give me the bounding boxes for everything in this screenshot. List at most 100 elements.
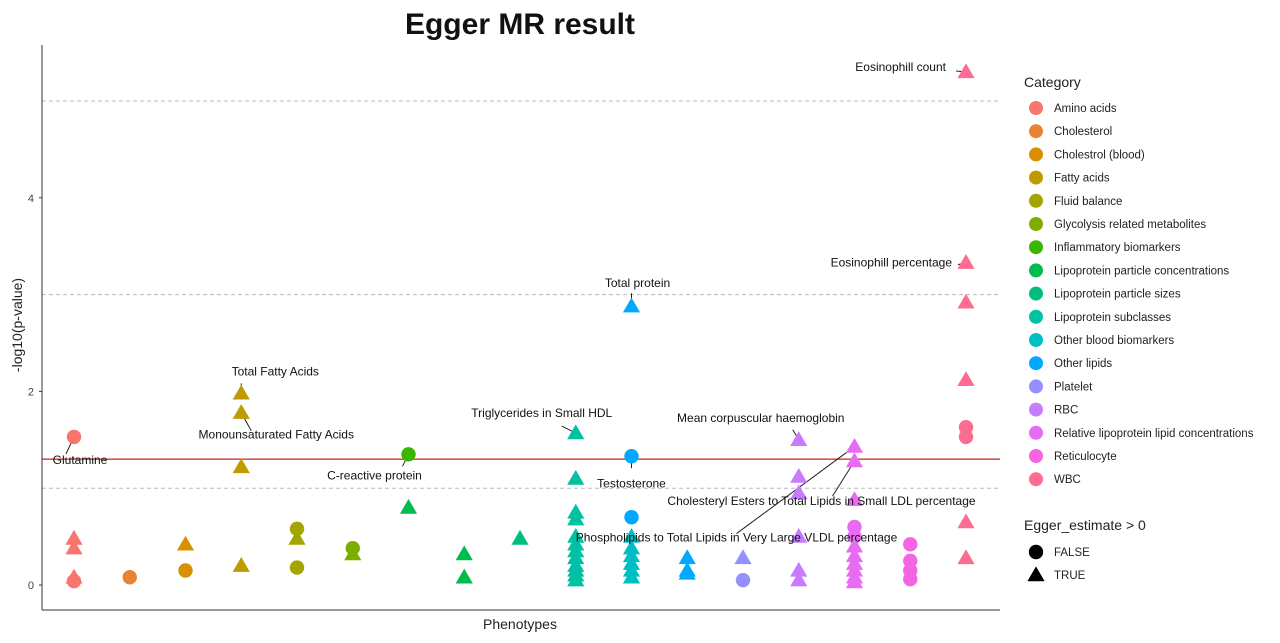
legend-label-7: Lipoprotein particle concentrations bbox=[1054, 265, 1229, 277]
legend-marker-13 bbox=[1029, 402, 1043, 417]
data-point-51 bbox=[790, 528, 808, 543]
shape-legend-marker-1 bbox=[1027, 566, 1045, 582]
data-point-69 bbox=[957, 63, 975, 79]
data-point-8 bbox=[232, 384, 250, 400]
legend-label-10: Other blood biomarkers bbox=[1054, 335, 1174, 347]
y-tick-label-2: 4 bbox=[28, 193, 34, 205]
data-point-65 bbox=[903, 537, 918, 552]
data-point-2 bbox=[65, 539, 83, 555]
legend-label-13: RBC bbox=[1054, 405, 1078, 417]
shape-legend-title: Egger_estimate > 0 bbox=[1024, 517, 1146, 533]
legend-marker-5 bbox=[1029, 217, 1043, 231]
data-point-45 bbox=[678, 564, 696, 580]
legend-marker-11 bbox=[1029, 356, 1043, 371]
points bbox=[65, 63, 975, 589]
annotation-label-2: Total protein bbox=[605, 276, 670, 290]
data-point-13 bbox=[288, 529, 306, 545]
annotation-label-9: Mean corpuscular haemoglobin bbox=[677, 411, 844, 425]
data-point-36 bbox=[624, 510, 639, 525]
y-tick-label-0: 0 bbox=[28, 580, 34, 592]
data-point-10 bbox=[232, 458, 250, 474]
data-point-34 bbox=[622, 297, 641, 313]
data-point-70 bbox=[957, 254, 975, 269]
legend-label-6: Inflammatory biomarkers bbox=[1054, 242, 1181, 254]
data-point-22 bbox=[567, 424, 585, 440]
data-point-1 bbox=[65, 529, 83, 545]
data-point-18 bbox=[399, 498, 418, 514]
data-point-53 bbox=[790, 571, 808, 587]
y-axis-title: -log10(p-value) bbox=[9, 278, 25, 372]
data-point-20 bbox=[455, 568, 473, 584]
data-point-71 bbox=[957, 293, 975, 309]
legend-label-4: Fluid balance bbox=[1054, 196, 1122, 208]
data-point-75 bbox=[957, 513, 975, 529]
annotation-connectors bbox=[65, 70, 967, 534]
data-point-60 bbox=[845, 547, 864, 563]
legend-marker-3 bbox=[1029, 170, 1043, 185]
legend-label-15: Reticulocyte bbox=[1054, 451, 1117, 463]
legend-label-14: Relative lipoprotein lipid concentration… bbox=[1054, 428, 1254, 440]
annotations: Eosinophill count Eosinophill percentage T… bbox=[53, 60, 976, 545]
annotation-label-0: Eosinophill count bbox=[855, 60, 946, 74]
data-point-6 bbox=[176, 535, 195, 551]
data-point-74 bbox=[958, 429, 974, 445]
data-point-54 bbox=[845, 437, 864, 453]
legend-marker-9 bbox=[1029, 309, 1043, 324]
annotation-label-3: Total Fatty Acids bbox=[232, 364, 319, 378]
legend: Category Amino acids Cholesterol Cholestro… bbox=[1024, 74, 1254, 582]
legend-label-12: Platelet bbox=[1054, 381, 1093, 393]
legend-marker-1 bbox=[1029, 124, 1043, 139]
shape-legend-label-0: FALSE bbox=[1054, 547, 1090, 559]
legend-marker-15 bbox=[1029, 449, 1043, 463]
data-point-12 bbox=[289, 521, 305, 537]
legend-marker-4 bbox=[1029, 193, 1043, 208]
y-tick-label-1: 2 bbox=[28, 386, 34, 398]
legend-label-0: Amino acids bbox=[1054, 103, 1117, 115]
legend-label-11: Other lipids bbox=[1054, 358, 1112, 370]
legend-marker-0 bbox=[1029, 101, 1043, 115]
legend-label-1: Cholesterol bbox=[1054, 126, 1112, 138]
data-point-42 bbox=[622, 568, 641, 584]
data-point-11 bbox=[232, 557, 250, 572]
shape-legend-label-1: TRUE bbox=[1054, 570, 1086, 582]
annotation-label-6: C-reactive protein bbox=[327, 468, 422, 482]
data-point-25 bbox=[567, 510, 585, 526]
data-point-19 bbox=[455, 545, 473, 561]
data-point-56 bbox=[845, 491, 864, 507]
data-point-5 bbox=[122, 570, 137, 585]
gridlines bbox=[42, 100, 1000, 489]
data-point-26 bbox=[567, 528, 585, 543]
legend-marker-6 bbox=[1029, 240, 1043, 255]
legend-label-3: Fatty acids bbox=[1054, 173, 1110, 185]
legend-marker-12 bbox=[1029, 379, 1043, 394]
data-point-29 bbox=[567, 549, 585, 565]
data-point-76 bbox=[957, 549, 975, 565]
data-point-46 bbox=[734, 549, 752, 565]
legend-label-16: WBC bbox=[1054, 474, 1081, 486]
chart-title: Egger MR result bbox=[405, 8, 635, 41]
annotation-label-4: Monounsaturated Fatty Acids bbox=[199, 428, 354, 442]
data-point-59 bbox=[845, 537, 864, 553]
shape-legend-items: FALSE TRUE bbox=[1027, 544, 1090, 582]
data-point-49 bbox=[790, 467, 808, 483]
data-point-55 bbox=[845, 452, 864, 468]
legend-label-8: Lipoprotein particle sizes bbox=[1054, 289, 1181, 301]
data-point-7 bbox=[178, 563, 193, 578]
x-axis-title: Phenotypes bbox=[483, 616, 557, 632]
data-point-16 bbox=[344, 545, 362, 561]
data-point-23 bbox=[567, 469, 585, 485]
data-point-9 bbox=[232, 404, 250, 419]
data-point-37 bbox=[622, 528, 641, 543]
shape-legend-marker-0 bbox=[1028, 544, 1044, 560]
annotation-label-1: Eosinophill percentage bbox=[831, 256, 953, 270]
data-point-33 bbox=[567, 571, 585, 587]
data-point-4 bbox=[66, 573, 82, 589]
annotation-label-10: Cholesteryl Esters to Total Lipids in Sm… bbox=[667, 494, 975, 508]
data-point-58 bbox=[847, 529, 862, 544]
data-point-72 bbox=[957, 371, 975, 386]
legend-marker-16 bbox=[1029, 472, 1043, 487]
annotation-label-7: Triglycerides in Small HDL bbox=[471, 406, 612, 420]
data-point-0 bbox=[66, 429, 82, 445]
annotation-label-8: Testosterone bbox=[597, 476, 666, 490]
